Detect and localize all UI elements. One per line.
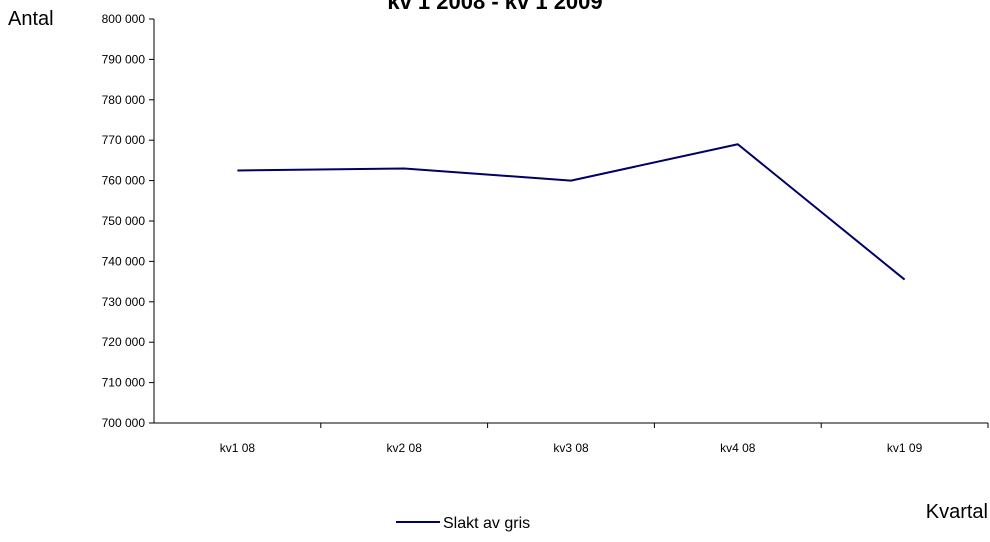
x-tick-label: kv3 08 bbox=[553, 441, 589, 455]
y-tick-label: 720 000 bbox=[102, 335, 146, 349]
y-tick-label: 730 000 bbox=[102, 295, 146, 309]
x-tick-label: kv1 08 bbox=[220, 441, 256, 455]
series-layer bbox=[237, 143, 906, 281]
x-tick-label: kv2 08 bbox=[387, 441, 423, 455]
y-tick-label: 700 000 bbox=[102, 416, 146, 430]
x-tick-label: kv4 08 bbox=[720, 441, 756, 455]
y-tick-label: 710 000 bbox=[102, 376, 146, 390]
x-ticks: kv1 08 kv2 08 kv3 08 kv4 08 kv1 09 bbox=[220, 423, 989, 455]
x-tick-label: kv1 09 bbox=[887, 441, 923, 455]
y-tick-label: 800 000 bbox=[102, 12, 146, 26]
chart-title: kv 1 2008 - kv 1 2009 bbox=[387, 0, 602, 14]
y-axis-label: Antal bbox=[8, 8, 54, 30]
y-tick-label: 740 000 bbox=[102, 254, 146, 268]
y-tick-label: 750 000 bbox=[102, 214, 146, 228]
legend-label-slakt-av-gris: Slakt av gris bbox=[443, 515, 530, 532]
y-tick-label: 780 000 bbox=[102, 93, 146, 107]
series-line-slakt-av-gris bbox=[237, 143, 906, 281]
y-ticks: 700 000 710 000 720 000 730 000 740 000 750 0… bbox=[102, 12, 154, 430]
y-tick-label: 770 000 bbox=[102, 133, 146, 147]
y-tick-label: 760 000 bbox=[102, 174, 146, 188]
x-axis-label: Kvartal bbox=[926, 501, 988, 523]
legend: Slakt av gris bbox=[396, 515, 530, 532]
y-tick-label: 790 000 bbox=[102, 52, 146, 66]
